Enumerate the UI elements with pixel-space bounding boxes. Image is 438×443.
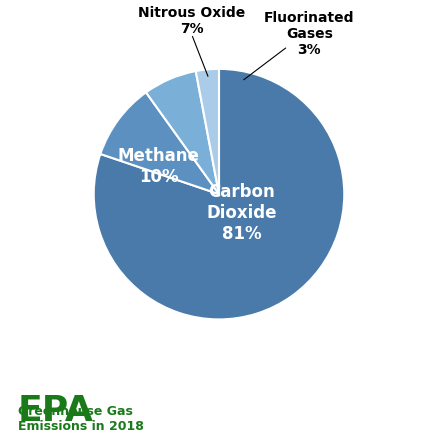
- Wedge shape: [100, 92, 219, 194]
- Text: Greenhouse Gas
Emissions in 2018: Greenhouse Gas Emissions in 2018: [18, 405, 143, 433]
- Text: Methane
10%: Methane 10%: [118, 147, 200, 186]
- Wedge shape: [196, 69, 219, 194]
- Wedge shape: [146, 71, 219, 194]
- Wedge shape: [94, 69, 344, 319]
- Text: Carbon
Dioxide
81%: Carbon Dioxide 81%: [206, 183, 277, 243]
- Text: Nitrous Oxide
7%: Nitrous Oxide 7%: [138, 6, 245, 36]
- Text: Fluorinated
Gases
3%: Fluorinated Gases 3%: [264, 11, 354, 57]
- Text: EPA: EPA: [18, 394, 93, 428]
